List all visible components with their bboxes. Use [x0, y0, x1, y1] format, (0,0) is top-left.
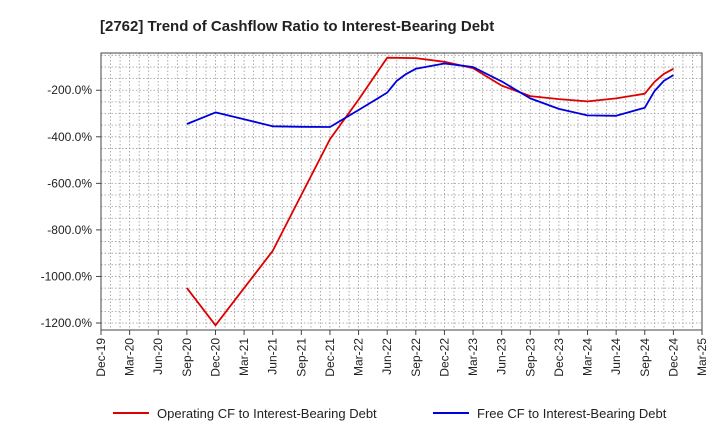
free-cf-line	[186, 62, 674, 128]
y-tick-label: -600.0%	[47, 176, 92, 190]
y-tick-label: -400.0%	[47, 130, 92, 144]
x-tick-label: Mar-22	[352, 338, 366, 376]
x-tick-label: Mar-21	[237, 338, 251, 376]
x-tick-label: Mar-20	[123, 338, 137, 376]
x-tick-label: Jun-22	[380, 338, 394, 375]
y-tick-label: -1200.0%	[41, 316, 93, 330]
x-tick-label: Dec-22	[437, 338, 451, 377]
y-tick-label: -1000.0%	[41, 269, 93, 283]
x-tick-label: Sep-23	[523, 338, 537, 377]
series-lines	[186, 56, 674, 327]
x-tick-label: Dec-20	[208, 338, 222, 377]
x-tick-label: Jun-24	[609, 338, 623, 375]
x-tick-label: Mar-25	[695, 338, 709, 376]
x-axis-ticks: Dec-19 Mar-20 Jun-20 Sep-20 Dec-20 Mar-21 Jun-…	[94, 330, 709, 377]
x-tick-label: Mar-23	[466, 338, 480, 376]
x-tick-label: Dec-19	[94, 338, 108, 377]
x-tick-label: Dec-23	[552, 338, 566, 377]
y-tick-label: -200.0%	[47, 83, 92, 97]
y-axis-ticks: -200.0% -400.0% -600.0% -800.0% -1000.0% -120…	[41, 83, 101, 330]
chart-title: [2762] Trend of Cashflow Ratio to Intere…	[100, 18, 494, 35]
legend-label: Operating CF to Interest-Bearing Debt	[157, 406, 377, 421]
x-tick-label: Sep-22	[409, 338, 423, 377]
x-tick-label: Jun-23	[495, 338, 509, 375]
legend-label: Free CF to Interest-Bearing Debt	[477, 406, 667, 421]
x-tick-label: Mar-24	[581, 338, 595, 376]
grid	[100, 53, 703, 330]
x-tick-label: Dec-21	[323, 338, 337, 377]
x-tick-label: Sep-24	[638, 338, 652, 377]
x-tick-label: Jun-21	[266, 338, 280, 375]
x-tick-label: Sep-20	[180, 338, 194, 377]
plot-frame	[100, 52, 703, 331]
operating-cf-line	[186, 56, 674, 327]
legend: Operating CF to Interest-Bearing Debt Fre…	[113, 406, 667, 421]
y-tick-label: -800.0%	[47, 223, 92, 237]
x-tick-label: Dec-24	[666, 338, 680, 377]
x-tick-label: Sep-21	[294, 338, 308, 377]
x-tick-label: Jun-20	[151, 338, 165, 375]
